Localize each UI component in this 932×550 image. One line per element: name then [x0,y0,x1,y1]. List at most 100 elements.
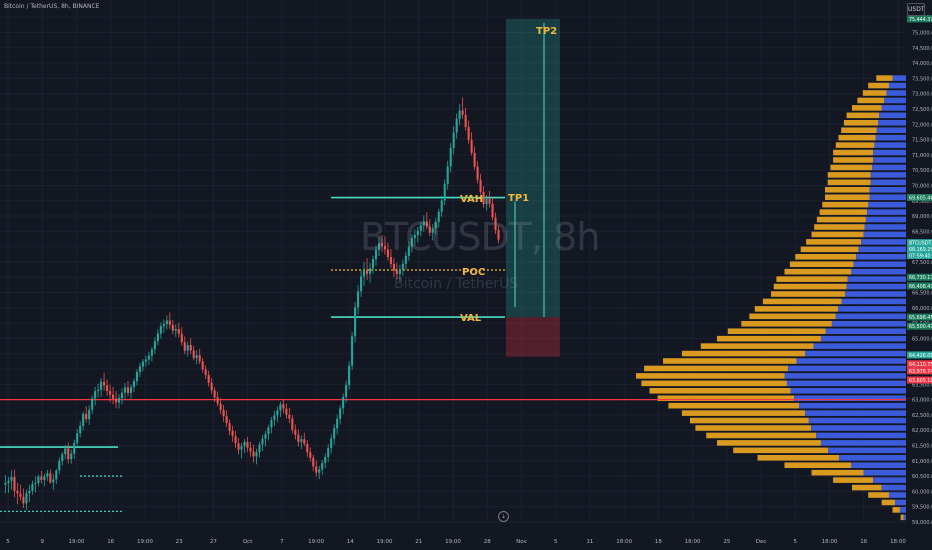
volume-bar-sell [846,112,880,119]
candle-body [464,114,467,128]
candle-body [261,438,264,445]
candle-body [174,328,177,331]
candle-body [189,345,192,351]
y-tick-label: 59,500.00 [912,505,932,511]
candle-body [198,355,201,362]
candle-body [273,415,276,420]
candle-body [168,320,171,325]
candle-body [201,361,204,370]
candle-body [363,270,366,277]
volume-bar-sell [773,283,847,290]
poc-label: POC [462,267,486,278]
symbol-title[interactable]: Bitcoin / TetherUS, 8h, BINANCE [4,3,100,10]
candle-body [46,473,49,477]
x-tick-label: 11 [586,539,593,545]
price-label: 64,426.09 [909,353,932,359]
candle-body [479,179,482,193]
volume-bar-sell [706,432,817,439]
volume-bar-sell [811,469,864,476]
candle-body [240,446,243,450]
price-label: 68,169.29 [909,247,932,253]
currency-button[interactable]: USDT [907,3,925,16]
x-tick-label: 9 [40,539,44,545]
candle-body [258,444,261,453]
price-label: 63,976.74 [909,369,932,375]
volume-bar-buy [869,186,906,193]
volume-bar-buy [876,127,906,134]
volume-bar-sell [827,172,871,178]
candle-body [395,270,398,275]
y-tick-label: 59,000.00 [912,520,932,526]
volume-bar-buy [788,365,906,372]
price-label-bg [907,282,932,290]
candle-body [159,326,162,334]
candle-body [497,229,500,240]
volume-bar-sell [868,492,889,498]
candle-body [255,452,258,457]
volume-bar-buy [835,313,906,320]
volume-bar-sell [657,395,795,402]
volume-bar-buy [870,172,906,178]
y-tick-label: 60,000.00 [912,489,932,495]
volume-bar-buy [888,492,906,498]
candle-body [425,221,428,227]
x-tick-label: 19:00 [69,539,85,545]
volume-bar-buy [851,268,906,275]
volume-bar-buy [868,201,906,208]
candle-body [126,387,130,394]
price-label-bg [907,15,932,23]
volume-bar-sell [833,149,874,156]
candle-body [216,397,219,404]
price-level-lines [0,196,906,512]
candle-body [162,324,165,327]
candle-body [207,374,210,383]
x-tick-label: 27 [210,539,217,545]
volume-bar-buy [861,239,906,245]
volume-bar-buy [784,373,906,379]
candle-body [330,438,333,449]
price-label: 63,605.18 [909,378,932,384]
volume-bar-sell [825,194,870,201]
volume-bar-buy [847,276,906,282]
y-tick-label: 69,500.00 [912,199,932,205]
candle-body [470,139,473,153]
candle-body [150,349,153,356]
volume-bar-buy [831,320,906,327]
volume-bar-sell [641,380,787,387]
candle-body [386,249,389,258]
volume-bar-buy [794,395,906,402]
y-tick-label: 74,500.00 [912,46,932,52]
candle-body [443,183,446,201]
price-label: 66,730.17 [909,275,932,281]
x-tick-label: 7 [280,539,284,545]
candle-body [476,166,479,180]
candle-body [294,429,297,435]
scroll-to-latest-icon[interactable]: ⇣ [498,511,509,522]
volume-bar-buy [853,261,906,268]
candle-body [288,414,291,419]
candle-body [371,259,375,269]
candle-body [303,439,306,444]
candle-body [276,410,279,416]
candle-body [97,389,100,392]
price-label-bg [907,313,932,321]
candle-body [321,462,324,470]
candle-body [315,466,318,473]
candle-body [52,479,55,483]
candle-body [144,359,147,362]
x-tick-label: 18 [655,539,662,545]
y-tick-label: 61,000.00 [912,459,932,465]
candle-body [380,243,384,246]
candle-body [365,270,369,274]
candle-body [234,435,237,444]
candle-body [37,476,40,483]
candle-body [494,217,497,230]
volume-bar-sell [795,253,857,260]
candle-body [461,110,464,115]
volume-bar-buy [899,507,906,513]
candle-body [318,469,321,473]
price-axis: 59,000.00 59,500.00 60,000.00 60,500.00 61,0… [907,15,932,526]
volume-bar-buy [892,75,906,81]
volume-bar-buy [864,224,906,230]
